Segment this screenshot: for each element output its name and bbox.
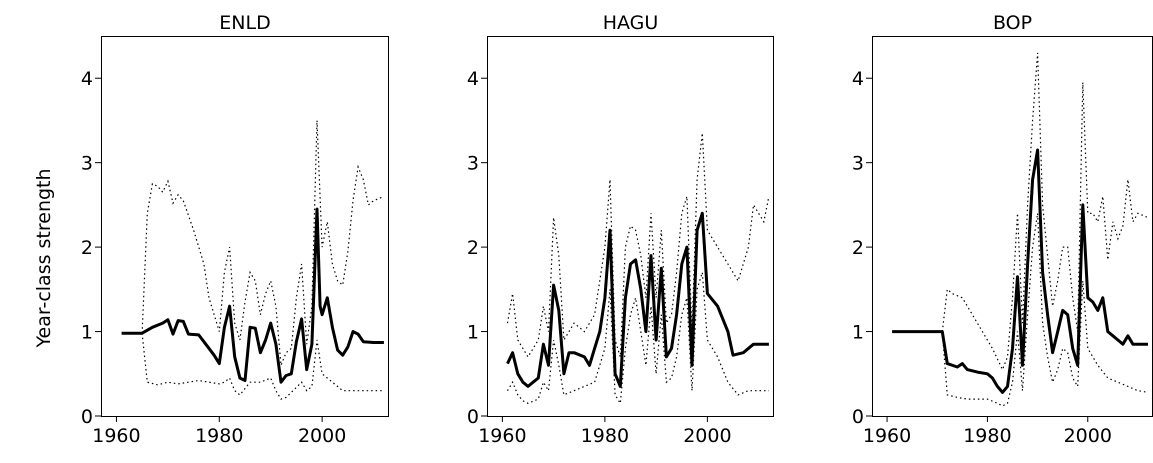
estimate-line [892,148,1148,394]
y-tick-label: 0 [81,406,93,428]
x-tick-label: 1980 [963,425,1011,447]
y-tick-label: 2 [852,237,864,259]
panel-title: ENLD [219,12,270,34]
upper-bound-line [141,120,385,366]
y-tick-label: 4 [467,68,479,90]
y-tick-label: 0 [467,406,479,428]
upper-bound-line [506,133,770,359]
x-tick-label: 1960 [863,425,911,447]
x-tick-label: 1980 [195,425,243,447]
plot-frame [101,36,389,417]
panel-title: BOP [993,12,1032,34]
y-tick-label: 0 [852,406,864,428]
x-tick-label: 1960 [478,425,526,447]
y-tick-label: 4 [81,68,93,90]
y-tick-label: 3 [852,153,864,175]
lower-bound-line [941,213,1149,407]
x-tick-label: 2000 [1064,425,1112,447]
y-tick-label: 2 [81,237,93,259]
panel-enld: ENLD 0 1 2 3 4 1960 1980 2000 [81,12,389,447]
y-tick-label: 3 [81,153,93,175]
y-axis-label: Year-class strength [33,168,55,348]
x-tick-label: 2000 [298,425,346,447]
x-tick-label: 2000 [683,425,731,447]
y-tick-label: 1 [81,322,93,344]
estimate-line [121,207,384,384]
y-tick-label: 3 [467,153,479,175]
plot-frame [487,36,774,417]
lower-bound-line [506,272,769,406]
panel-title: HAGU [603,12,659,34]
x-tick-label: 1960 [92,425,140,447]
lower-bound-line [141,333,384,400]
y-tick-label: 1 [852,322,864,344]
panel-hagu: HAGU 0 1 2 3 4 1960 1980 2000 [467,12,774,447]
upper-bound-line [941,52,1149,372]
panel-bop: BOP 0 1 2 3 4 1960 1980 2000 [852,12,1153,447]
y-tick-label: 4 [852,68,864,90]
y-tick-label: 1 [467,322,479,344]
y-tick-label: 2 [467,237,479,259]
estimate-line [506,211,769,388]
x-tick-label: 1980 [581,425,629,447]
